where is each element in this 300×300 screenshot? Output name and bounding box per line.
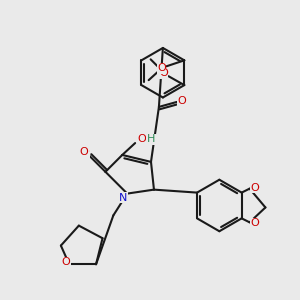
Text: O: O [250, 218, 259, 228]
Text: O: O [177, 96, 186, 106]
Text: N: N [119, 193, 128, 202]
Text: O: O [62, 257, 70, 267]
Text: O: O [250, 183, 259, 193]
Text: O: O [138, 134, 146, 144]
Text: O: O [250, 183, 259, 193]
Text: O: O [138, 134, 146, 144]
Text: O: O [62, 257, 70, 267]
Text: O: O [159, 68, 168, 78]
Text: O: O [79, 147, 88, 157]
Text: O: O [157, 63, 166, 73]
Text: H: H [147, 134, 155, 144]
Text: O: O [159, 68, 168, 78]
Text: O: O [177, 96, 186, 106]
Text: H: H [147, 134, 155, 144]
Text: N: N [119, 193, 128, 202]
Text: O: O [250, 218, 259, 228]
Text: O: O [157, 63, 166, 73]
Text: O: O [80, 147, 89, 157]
